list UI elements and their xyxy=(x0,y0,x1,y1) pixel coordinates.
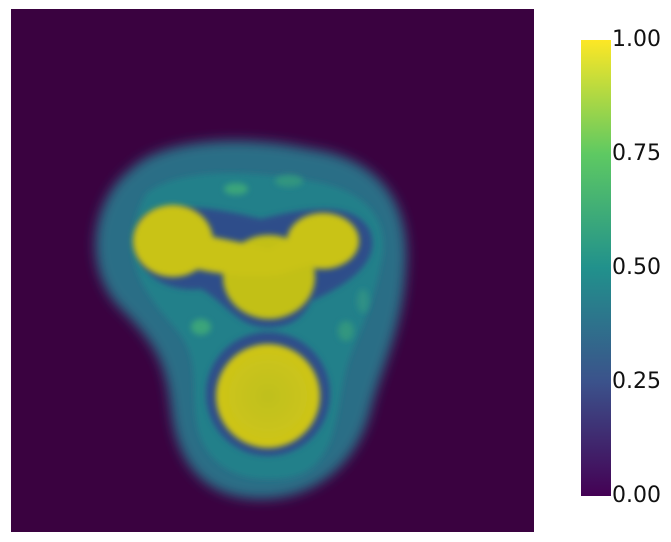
colorbar-tick-label: 1.00 xyxy=(612,27,661,52)
scalar-field-image xyxy=(11,9,534,532)
lower-blob xyxy=(216,344,320,448)
colorbar-gradient xyxy=(581,40,611,496)
scalar-field-render xyxy=(11,9,534,532)
colorbar-tick-label: 0.50 xyxy=(612,255,661,280)
colorbar-tick-label: 0.25 xyxy=(612,369,661,394)
halo-spots xyxy=(191,175,369,341)
colorbar-tick-label: 0.75 xyxy=(612,141,661,166)
colorbar-tick-label: 0.00 xyxy=(612,483,661,508)
colorbar xyxy=(581,40,611,496)
upper-blob xyxy=(133,205,359,319)
